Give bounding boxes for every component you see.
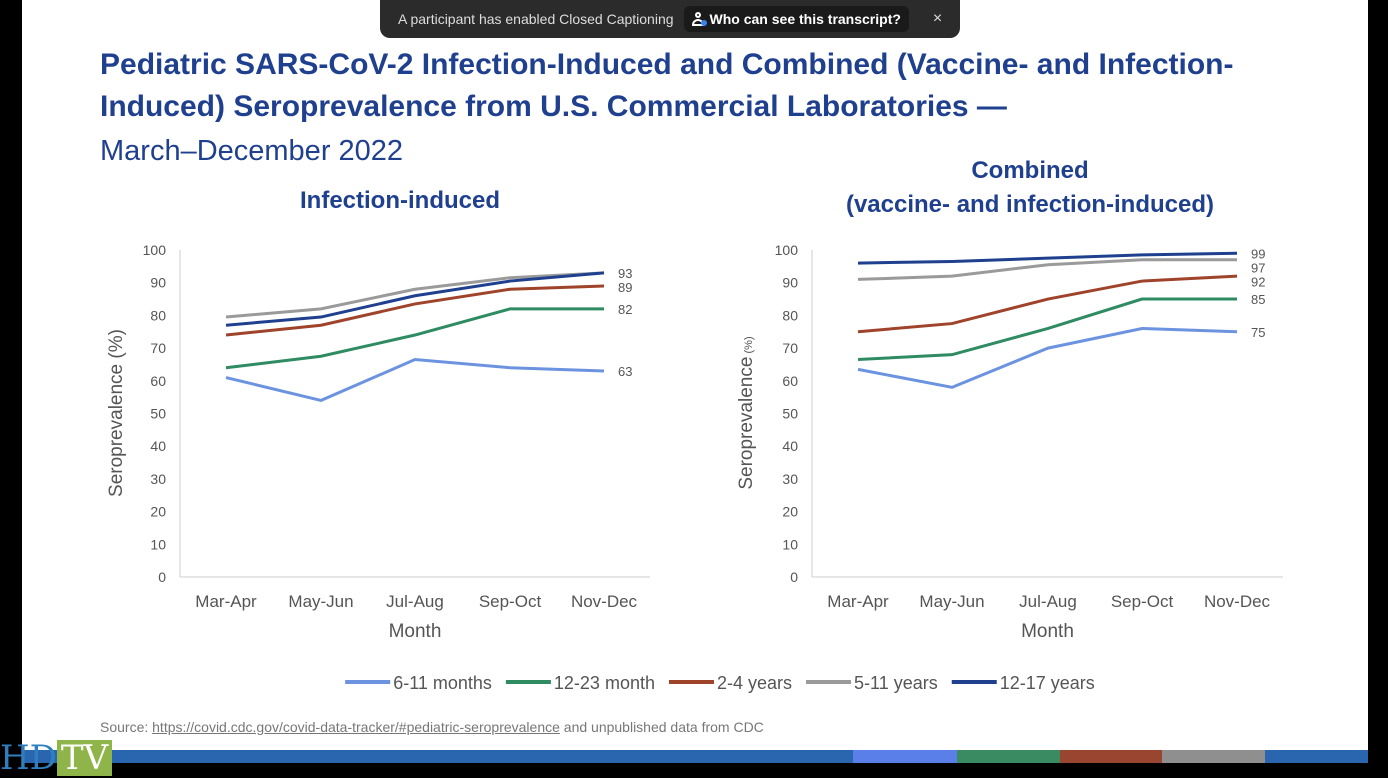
legend-label: 2-4 years bbox=[717, 673, 792, 693]
series-line-12-17-years bbox=[225, 271, 605, 327]
y-tick-label: 20 bbox=[150, 504, 166, 520]
end-data-label: 89 bbox=[618, 280, 632, 295]
close-icon[interactable]: × bbox=[932, 10, 943, 27]
chart-title-infection: Infection-induced bbox=[300, 187, 500, 214]
stripe-segment bbox=[1265, 750, 1368, 763]
series-line-2-4-years bbox=[857, 274, 1238, 334]
legend-label: 6-11 months bbox=[393, 673, 492, 693]
chart-title-combined: Combined (vaccine- and infection-induced… bbox=[780, 154, 1280, 222]
hdtv-logo: HD TV bbox=[0, 738, 113, 778]
caption-banner: A participant has enabled Closed Caption… bbox=[380, 0, 961, 38]
source-suffix: and unpublished data from CDC bbox=[559, 719, 764, 735]
y-tick-label: 100 bbox=[775, 242, 799, 258]
end-data-label: 92 bbox=[1251, 274, 1265, 289]
series-line-6-11-months bbox=[857, 326, 1238, 389]
series-line-12-17-years bbox=[857, 251, 1238, 265]
legend-label: 12-23 month bbox=[554, 673, 655, 693]
end-data-label: 99 bbox=[1251, 246, 1265, 261]
source-link[interactable]: https://covid.cdc.gov/covid-data-tracker… bbox=[152, 719, 560, 735]
end-data-label: 75 bbox=[1251, 325, 1265, 340]
y-tick-label: 0 bbox=[790, 569, 798, 585]
x-tick-label: May-Jun bbox=[919, 592, 984, 611]
series-line-5-11-years bbox=[225, 271, 605, 319]
y-tick-label: 40 bbox=[150, 438, 166, 454]
y-tick-label: 90 bbox=[782, 275, 798, 291]
y-tick-label: 100 bbox=[143, 242, 167, 258]
y-tick-label: 30 bbox=[150, 471, 166, 487]
y-tick-label: 30 bbox=[782, 471, 798, 487]
y-tick-label: 10 bbox=[782, 536, 798, 552]
slide-subtitle: March–December 2022 bbox=[100, 135, 404, 167]
slide-title: Pediatric SARS-CoV-2 Infection-Induced a… bbox=[100, 48, 1234, 123]
x-tick-label: Jul-Aug bbox=[1019, 592, 1077, 611]
x-tick-label: Sep-Oct bbox=[1111, 592, 1174, 611]
x-tick-label: Mar-Apr bbox=[827, 592, 889, 611]
y-tick-label: 10 bbox=[150, 536, 166, 552]
end-data-label: 93 bbox=[618, 266, 632, 281]
y-tick-label: 70 bbox=[782, 340, 798, 356]
stripe-segment bbox=[1162, 750, 1265, 763]
series-line-12-23-month bbox=[225, 307, 604, 370]
y-tick-label: 50 bbox=[782, 406, 798, 422]
series-line-5-11-years bbox=[857, 258, 1237, 281]
y-axis-title: Seroprevalence (%) bbox=[736, 336, 757, 489]
series-line-2-4-years bbox=[225, 284, 605, 337]
end-data-label: 85 bbox=[1251, 292, 1265, 307]
y-tick-label: 50 bbox=[150, 406, 166, 422]
end-data-label: 63 bbox=[618, 364, 632, 379]
x-tick-label: Mar-Apr bbox=[195, 592, 257, 611]
stripe-segment bbox=[853, 750, 957, 763]
legend-label: 12-17 years bbox=[1000, 673, 1095, 693]
y-tick-label: 0 bbox=[158, 569, 166, 585]
source-prefix: Source: bbox=[100, 719, 153, 735]
stripe-segment bbox=[957, 750, 1060, 763]
legend-label: 5-11 years bbox=[854, 673, 938, 693]
x-tick-label: Sep-Oct bbox=[479, 592, 542, 611]
who-can-see-button[interactable]: Who can see this transcript? bbox=[683, 6, 909, 32]
x-tick-label: Jul-Aug bbox=[386, 592, 444, 611]
y-axis-title: Seroprevalence (%) bbox=[106, 329, 127, 497]
series-line-12-23-month bbox=[857, 297, 1237, 362]
y-tick-label: 60 bbox=[782, 373, 798, 389]
series-line-6-11-months bbox=[225, 358, 605, 402]
x-tick-label: Nov-Dec bbox=[571, 592, 638, 611]
caption-message: A participant has enabled Closed Caption… bbox=[398, 11, 674, 27]
y-tick-label: 70 bbox=[150, 340, 166, 356]
stripe-segment bbox=[1060, 750, 1162, 763]
y-tick-label: 80 bbox=[782, 307, 798, 323]
logo-hd: HD bbox=[0, 738, 57, 778]
y-tick-label: 80 bbox=[150, 307, 166, 323]
x-tick-label: May-Jun bbox=[288, 592, 353, 611]
who-can-see-label: Who can see this transcript? bbox=[709, 11, 901, 27]
chart-title-combined-line1: Combined bbox=[971, 157, 1089, 184]
x-tick-label: Nov-Dec bbox=[1204, 592, 1271, 611]
y-tick-label: 90 bbox=[150, 275, 166, 291]
stripe-segment bbox=[22, 750, 853, 763]
person-icon bbox=[691, 12, 707, 26]
slide bbox=[22, 0, 1368, 752]
end-data-label: 97 bbox=[1251, 260, 1265, 275]
chart-title-combined-line2: (vaccine- and infection-induced) bbox=[845, 191, 1215, 218]
logo-tv: TV bbox=[56, 740, 113, 776]
source-text: Source: https://covid.cdc.gov/covid-data… bbox=[100, 719, 764, 735]
end-data-label: 82 bbox=[618, 302, 632, 317]
x-axis-title: Month bbox=[389, 621, 442, 642]
y-axis-unit: (%) bbox=[743, 336, 755, 356]
y-tick-label: 60 bbox=[150, 373, 166, 389]
x-axis-title: Month bbox=[1021, 621, 1074, 642]
y-tick-label: 20 bbox=[782, 504, 798, 520]
y-tick-label: 40 bbox=[782, 438, 798, 454]
